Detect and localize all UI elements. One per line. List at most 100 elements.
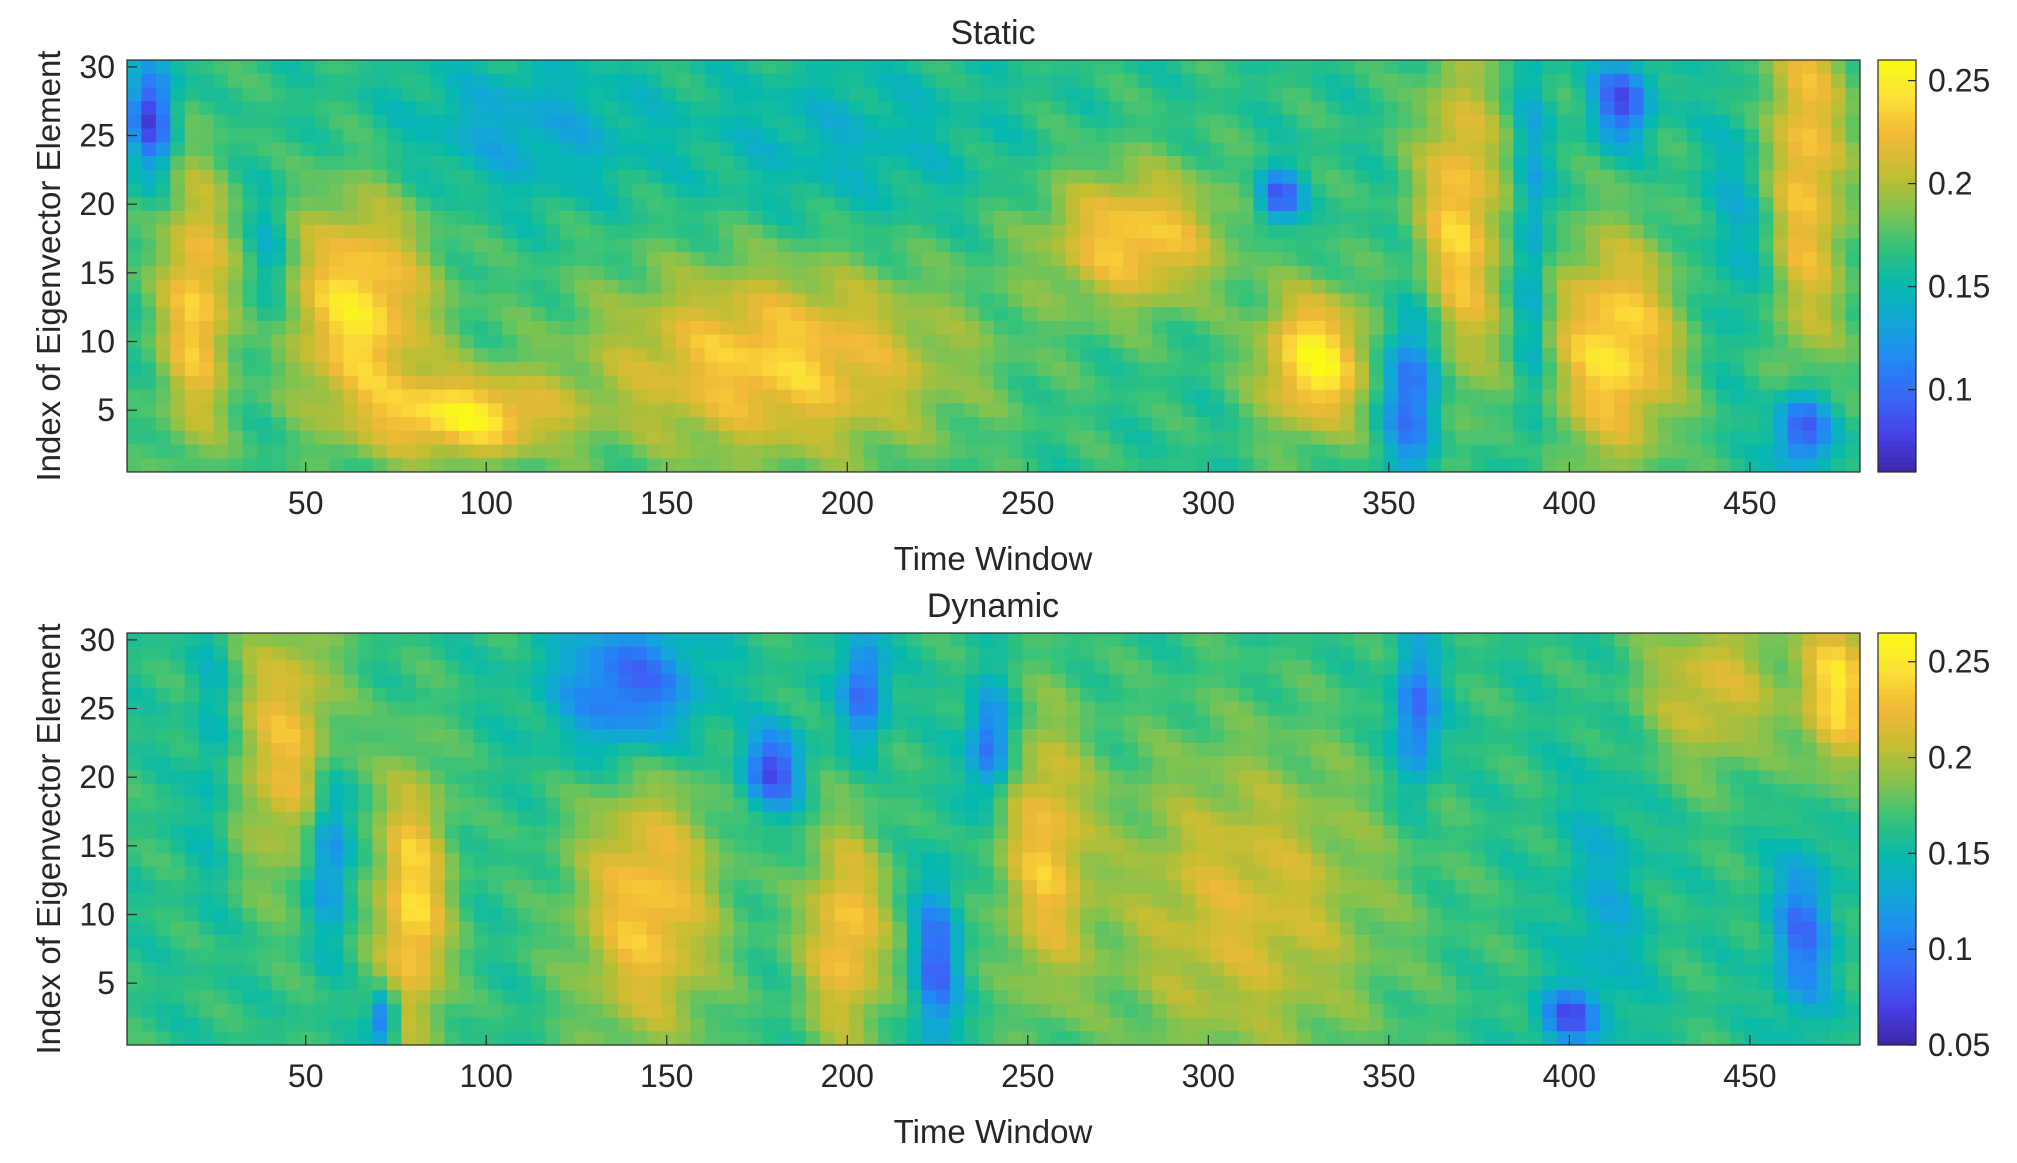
- heatmap-cell: [1628, 715, 1644, 730]
- heatmap-cell: [1470, 756, 1485, 771]
- heatmap-cell: [1628, 633, 1644, 648]
- heatmap-cell: [1311, 674, 1326, 689]
- heatmap-cell: [1325, 183, 1341, 198]
- heatmap-cell: [256, 87, 272, 102]
- heatmap-cell: [1441, 646, 1456, 661]
- colorbar-tick-label: 0.25: [1928, 63, 1990, 99]
- heatmap-cell: [1354, 224, 1370, 239]
- heatmap-cell: [1022, 224, 1038, 239]
- heatmap-cell: [1166, 430, 1182, 445]
- heatmap-cell: [589, 128, 604, 143]
- heatmap-cell: [1051, 101, 1067, 116]
- heatmap-cell: [1571, 633, 1586, 648]
- heatmap-cell: [285, 375, 301, 390]
- heatmap-cell: [488, 756, 503, 771]
- heatmap-cell: [906, 87, 922, 102]
- y-tick-label: 15: [79, 255, 115, 291]
- heatmap-cell: [531, 674, 547, 689]
- heatmap-cell: [1181, 279, 1196, 294]
- heatmap-cell: [877, 417, 893, 432]
- heatmap-cell: [1686, 183, 1702, 198]
- heatmap-cell: [1210, 101, 1225, 116]
- heatmap-cell: [1758, 729, 1774, 744]
- heatmap-cell: [1152, 307, 1168, 322]
- heatmap-cell: [574, 715, 590, 730]
- heatmap-cell: [1441, 224, 1456, 239]
- heatmap-cell: [415, 660, 431, 675]
- heatmap-cell: [127, 279, 142, 294]
- heatmap-cell: [1210, 660, 1225, 675]
- heatmap-cell: [314, 60, 330, 75]
- heatmap-cell: [1643, 128, 1659, 143]
- heatmap-cell: [1455, 224, 1471, 239]
- heatmap-cell: [329, 307, 344, 322]
- heatmap-cell: [805, 128, 821, 143]
- heatmap-cell: [646, 279, 662, 294]
- heatmap-cell: [1470, 101, 1485, 116]
- heatmap-cell: [704, 687, 720, 702]
- heatmap-cell: [415, 458, 431, 473]
- heatmap-cell: [300, 403, 316, 418]
- heatmap-cell: [358, 389, 373, 404]
- heatmap-cell: [127, 646, 142, 661]
- heatmap-cell: [1311, 334, 1326, 349]
- heatmap-cell: [516, 266, 532, 281]
- heatmap-cell: [618, 101, 633, 116]
- heatmap-cell: [1181, 128, 1196, 143]
- heatmap-cell: [1498, 224, 1514, 239]
- heatmap-cell: [1368, 87, 1384, 102]
- heatmap-cell: [141, 687, 157, 702]
- heatmap-cell: [906, 756, 922, 771]
- heatmap-cell: [1513, 211, 1529, 226]
- heatmap-cell: [921, 646, 937, 661]
- heatmap-cell: [343, 183, 359, 198]
- heatmap-cell: [1470, 266, 1485, 281]
- heatmap-cell: [127, 224, 142, 239]
- heatmap-cell: [1397, 729, 1413, 744]
- heatmap-cell: [473, 114, 489, 129]
- heatmap-cell: [603, 87, 619, 102]
- heatmap-cell: [1730, 362, 1745, 377]
- heatmap-cell: [1080, 729, 1095, 744]
- heatmap-cell: [1787, 128, 1803, 143]
- heatmap-cell: [1845, 701, 1861, 716]
- heatmap-cell: [1831, 729, 1846, 744]
- heatmap-cell: [1715, 403, 1731, 418]
- heatmap-cell: [473, 756, 489, 771]
- heatmap-cell: [1065, 60, 1081, 75]
- heatmap-cell: [964, 729, 980, 744]
- heatmap-cell: [849, 334, 864, 349]
- heatmap-cell: [1253, 742, 1269, 757]
- heatmap-cell: [661, 417, 677, 432]
- heatmap-cell: [849, 87, 864, 102]
- heatmap-cell: [1686, 293, 1702, 308]
- heatmap-cell: [1109, 458, 1124, 473]
- heatmap-cell: [1036, 60, 1052, 75]
- heatmap-cell: [155, 660, 171, 675]
- heatmap-cell: [1253, 238, 1269, 253]
- heatmap-cell: [1253, 362, 1269, 377]
- heatmap-cell: [271, 430, 287, 445]
- heatmap-cell: [661, 101, 677, 116]
- heatmap-cell: [979, 334, 994, 349]
- heatmap-cell: [1787, 320, 1803, 335]
- heatmap-cell: [762, 87, 778, 102]
- heatmap-cell: [877, 701, 893, 716]
- heatmap-cell: [1758, 114, 1774, 129]
- heatmap-cell: [1239, 211, 1254, 226]
- heatmap-cell: [1036, 458, 1052, 473]
- heatmap-cell: [1137, 389, 1153, 404]
- heatmap-cell: [747, 307, 763, 322]
- heatmap-cell: [1773, 60, 1789, 75]
- heatmap-cell: [213, 403, 229, 418]
- heatmap-cell: [1744, 266, 1760, 281]
- colorbar-segment: [1878, 116, 1916, 123]
- heatmap-cell: [300, 279, 316, 294]
- heatmap-cell: [170, 417, 186, 432]
- heatmap-cell: [1773, 183, 1789, 198]
- heatmap-cell: [155, 701, 171, 716]
- heatmap-cell: [271, 417, 287, 432]
- heatmap-cell: [1831, 238, 1846, 253]
- heatmap-cell: [141, 266, 157, 281]
- heatmap-cell: [1195, 334, 1211, 349]
